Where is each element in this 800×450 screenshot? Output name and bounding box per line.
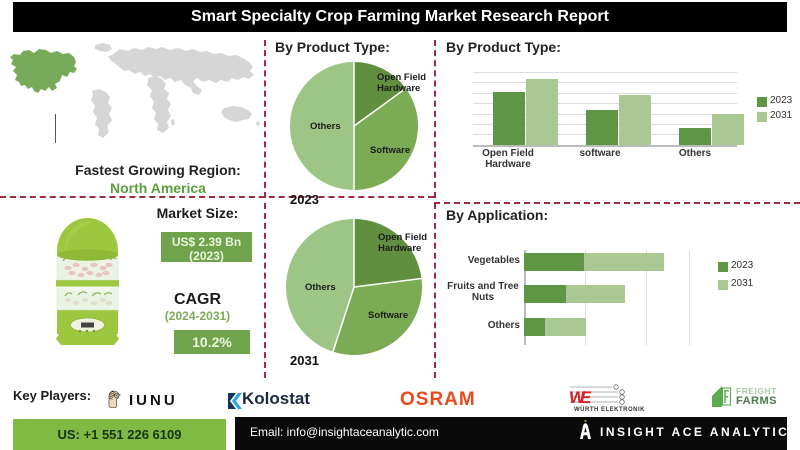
svg-text:E: E [579, 388, 593, 407]
